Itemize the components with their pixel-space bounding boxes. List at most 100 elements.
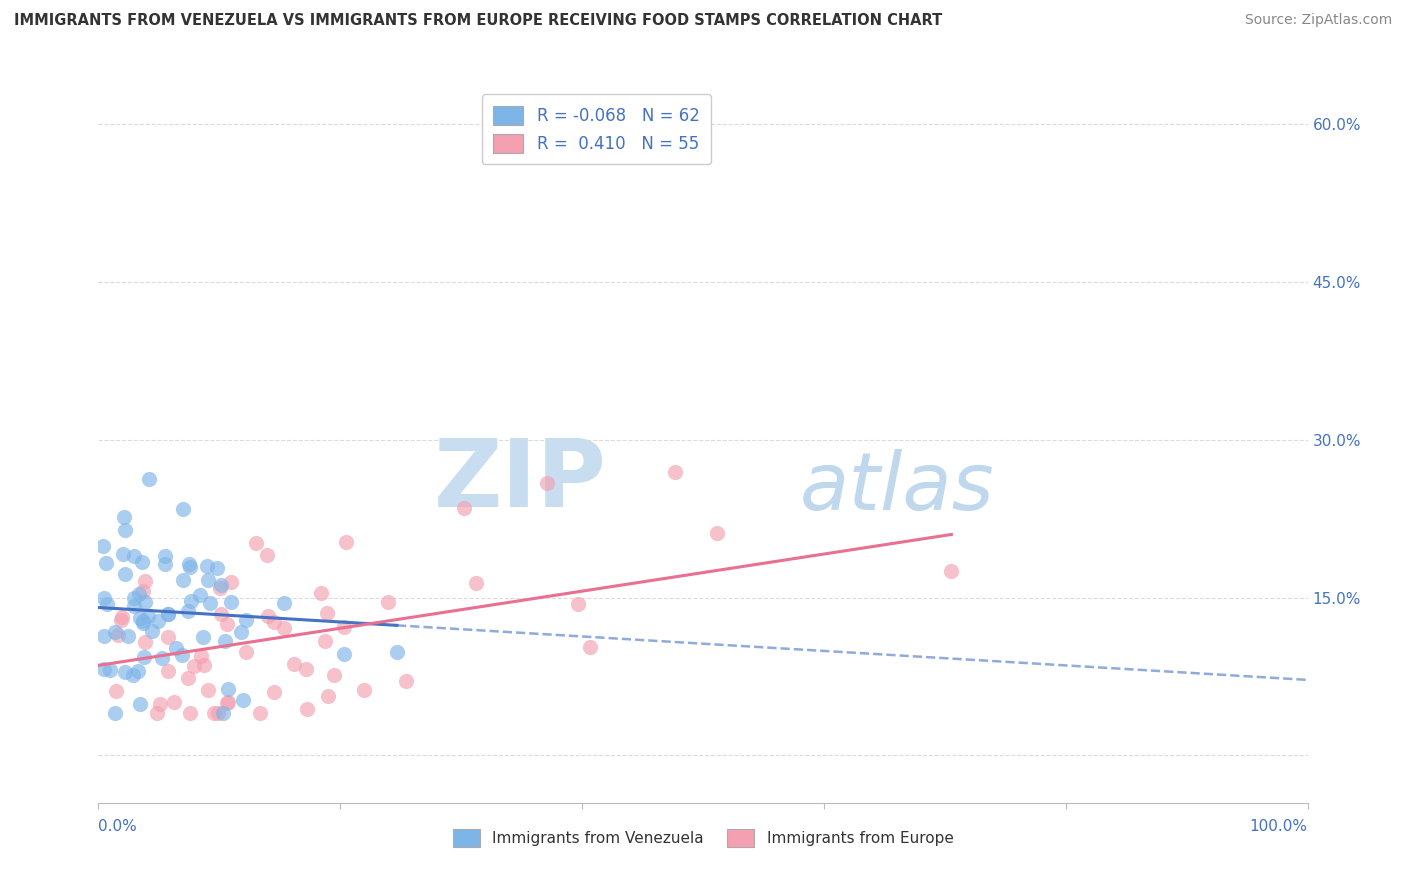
Point: [706, 525, 728, 540]
Point: [111, 610, 134, 624]
Text: ZIP: ZIP: [433, 435, 606, 527]
Point: [245, 536, 267, 550]
Point: [112, 548, 135, 562]
Point: [122, 668, 145, 682]
Point: [309, 585, 332, 599]
Point: [316, 606, 339, 620]
Point: [128, 586, 150, 600]
Point: [124, 591, 146, 605]
Point: [256, 548, 278, 562]
Point: [145, 706, 167, 721]
Point: [93, 630, 115, 644]
Point: [536, 476, 558, 491]
Point: [212, 706, 235, 721]
Point: [177, 671, 200, 685]
Point: [579, 640, 602, 654]
Point: [131, 555, 153, 569]
Point: [219, 574, 242, 589]
Point: [209, 607, 232, 621]
Point: [323, 668, 346, 682]
Point: [195, 558, 218, 573]
Point: [179, 706, 201, 721]
Point: [283, 657, 305, 672]
Point: [180, 594, 202, 608]
Point: [110, 613, 132, 627]
Point: [136, 609, 159, 624]
Point: [215, 696, 238, 710]
Point: [395, 674, 418, 689]
Point: [214, 634, 236, 648]
Point: [209, 581, 232, 595]
Point: [207, 706, 229, 721]
Point: [114, 567, 136, 582]
Point: [257, 609, 280, 624]
Point: [193, 658, 215, 673]
Point: [104, 624, 127, 639]
Point: [664, 465, 686, 479]
Point: [231, 624, 253, 639]
Point: [190, 648, 212, 663]
Point: [93, 591, 115, 605]
Point: [165, 640, 187, 655]
Point: [232, 693, 254, 707]
Point: [273, 596, 295, 610]
Point: [217, 682, 239, 697]
Point: [188, 588, 211, 602]
Point: [333, 619, 356, 633]
Point: [129, 697, 152, 711]
Point: [385, 645, 408, 659]
Point: [146, 614, 169, 628]
Point: [464, 576, 486, 591]
Point: [316, 690, 339, 704]
Point: [183, 659, 205, 673]
Text: 0.0%: 0.0%: [98, 819, 138, 834]
Point: [235, 613, 257, 627]
Point: [134, 574, 156, 588]
Point: [172, 502, 194, 516]
Point: [200, 597, 222, 611]
Legend: Immigrants from Venezuela, Immigrants from Europe: Immigrants from Venezuela, Immigrants fr…: [441, 818, 965, 857]
Point: [100, 663, 122, 677]
Point: [176, 604, 198, 618]
Point: [314, 633, 336, 648]
Point: [132, 584, 155, 599]
Point: [91, 539, 114, 553]
Point: [297, 701, 319, 715]
Text: IMMIGRANTS FROM VENEZUELA VS IMMIGRANTS FROM EUROPE RECEIVING FOOD STAMPS CORREL: IMMIGRANTS FROM VENEZUELA VS IMMIGRANTS …: [14, 13, 942, 29]
Point: [114, 665, 136, 679]
Point: [157, 630, 180, 644]
Point: [209, 578, 232, 592]
Point: [179, 560, 201, 574]
Point: [221, 595, 243, 609]
Point: [112, 509, 135, 524]
Point: [141, 624, 163, 638]
Point: [150, 651, 173, 665]
Point: [333, 647, 356, 661]
Point: [155, 549, 177, 564]
Point: [127, 664, 149, 678]
Point: [172, 648, 194, 662]
Point: [157, 607, 180, 621]
Point: [202, 706, 225, 721]
Point: [107, 627, 129, 641]
Point: [105, 683, 128, 698]
Point: [93, 662, 115, 676]
Point: [179, 558, 201, 572]
Point: [96, 597, 118, 611]
Point: [156, 607, 179, 621]
Text: Source: ZipAtlas.com: Source: ZipAtlas.com: [1244, 13, 1392, 28]
Point: [217, 695, 239, 709]
Point: [263, 615, 285, 630]
Point: [335, 535, 357, 549]
Point: [114, 523, 136, 537]
Point: [156, 665, 179, 679]
Point: [273, 621, 295, 635]
Point: [453, 500, 475, 515]
Point: [377, 595, 399, 609]
Point: [941, 564, 963, 578]
Point: [263, 684, 285, 698]
Point: [567, 597, 589, 611]
Point: [117, 628, 139, 642]
Point: [94, 557, 117, 571]
Point: [122, 599, 145, 613]
